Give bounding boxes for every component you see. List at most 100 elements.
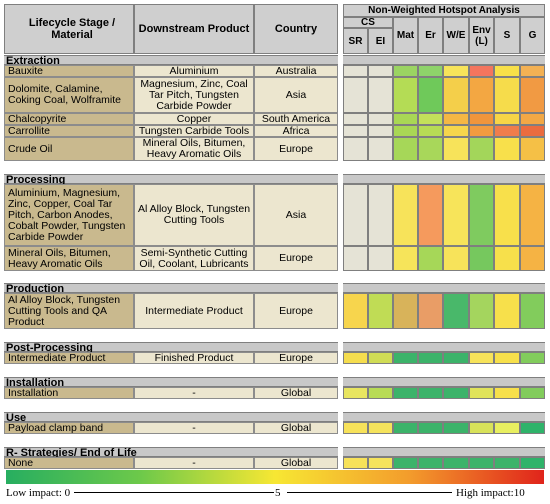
heat-cell: [520, 457, 545, 469]
heat-cell: [393, 352, 418, 364]
heat-cell: [393, 184, 418, 246]
legend-low: Low impact: 0: [6, 487, 71, 499]
heat-cell: [494, 293, 520, 329]
section-postprocessing-matrix: [343, 342, 545, 352]
row-postprocessing-product: Finished Product: [134, 352, 254, 364]
section-processing-matrix: [343, 174, 545, 184]
col-mat: Mat: [393, 17, 418, 54]
heat-cell: [469, 352, 494, 364]
heat-cell: [393, 113, 418, 125]
section-production-matrix: [343, 283, 545, 293]
heat-cell: [418, 387, 443, 399]
heat-cell: [368, 77, 393, 113]
row-use-product: -: [134, 422, 254, 434]
col-er: Er: [418, 17, 443, 54]
row-carrollite-country: Africa: [254, 125, 338, 137]
heat-cell: [469, 246, 494, 271]
heat-cell: [393, 422, 418, 434]
heat-cell: [494, 125, 520, 137]
heat-cell: [368, 422, 393, 434]
heat-cell: [443, 422, 469, 434]
heat-cell: [520, 137, 545, 161]
heat-cell: [343, 184, 368, 246]
heat-cell: [443, 457, 469, 469]
heat-cell: [520, 65, 545, 77]
heat-cell: [418, 137, 443, 161]
legend-high: High impact:10: [456, 487, 525, 499]
heat-cell: [418, 457, 443, 469]
heat-cell: [418, 125, 443, 137]
section-extraction: Extraction: [4, 55, 338, 67]
heat-cell: [418, 65, 443, 77]
heat-cell: [343, 77, 368, 113]
section-use-matrix: [343, 412, 545, 422]
legend-arrow-right: [287, 492, 452, 493]
heat-cell: [443, 246, 469, 271]
row-carrollite-product: Tungsten Carbide Tools: [134, 125, 254, 137]
heat-cell: [343, 113, 368, 125]
row-crudeoil-country: Europe: [254, 137, 338, 161]
heat-cell: [343, 65, 368, 77]
row-bauxite-stage: Bauxite: [4, 65, 134, 77]
heat-cell: [343, 293, 368, 329]
heat-cell: [520, 293, 545, 329]
heat-cell: [469, 422, 494, 434]
heat-cell: [343, 352, 368, 364]
heat-cell: [494, 113, 520, 125]
row-dolomite-country: Asia: [254, 77, 338, 113]
heat-cell: [443, 65, 469, 77]
row-use-country: Global: [254, 422, 338, 434]
col-s: S: [494, 17, 520, 54]
cs-header: CS: [343, 17, 393, 28]
heat-cell: [469, 293, 494, 329]
heat-cell: [494, 387, 520, 399]
heat-cell: [368, 352, 393, 364]
heat-cell: [469, 184, 494, 246]
matrix-title: Non-Weighted Hotspot Analysis: [343, 4, 545, 17]
heat-cell: [343, 387, 368, 399]
heat-cell: [343, 137, 368, 161]
section-use: Use: [4, 412, 338, 424]
heat-cell: [494, 77, 520, 113]
row-oils-stage: Mineral Oils, Bitumen, Heavy Aromatic Oi…: [4, 246, 134, 271]
row-metals-country: Asia: [254, 184, 338, 246]
row-installation-product: -: [134, 387, 254, 399]
row-crudeoil-product: Mineral Oils, Bitumen, Heavy Aromatic Oi…: [134, 137, 254, 161]
section-installation-matrix: [343, 377, 545, 387]
heat-cell: [469, 65, 494, 77]
heat-cell: [520, 422, 545, 434]
section-end-of-life: R- Strategies/ End of Life: [4, 447, 338, 459]
heat-cell: [343, 125, 368, 137]
row-oils-country: Europe: [254, 246, 338, 271]
heat-cell: [494, 457, 520, 469]
header-country: Country: [254, 4, 338, 54]
row-installation-stage: Installation: [4, 387, 134, 399]
section-postprocessing: Post-Processing: [4, 342, 338, 354]
heat-cell: [368, 184, 393, 246]
heat-cell: [393, 387, 418, 399]
heat-cell: [494, 184, 520, 246]
row-production-stage: Al Alloy Block, Tungsten Cutting Tools a…: [4, 293, 134, 329]
heat-cell: [494, 65, 520, 77]
heat-cell: [368, 246, 393, 271]
heat-cell: [393, 65, 418, 77]
row-eol-stage: None: [4, 457, 134, 469]
heat-cell: [469, 125, 494, 137]
heat-cell: [393, 125, 418, 137]
row-production-product: Intermediate Product: [134, 293, 254, 329]
heat-cell: [520, 352, 545, 364]
row-production-country: Europe: [254, 293, 338, 329]
row-dolomite-product: Magnesium, Zinc, Coal Tar Pitch, Tungste…: [134, 77, 254, 113]
heat-cell: [494, 137, 520, 161]
heat-cell: [520, 184, 545, 246]
heat-cell: [343, 246, 368, 271]
row-chalcopyrite-product: Copper: [134, 113, 254, 125]
section-end-of-life-matrix: [343, 447, 545, 457]
heat-cell: [418, 246, 443, 271]
impact-scale-bar: [6, 470, 544, 484]
row-chalcopyrite-stage: Chalcopyrite: [4, 113, 134, 125]
row-chalcopyrite-country: South America: [254, 113, 338, 125]
heat-cell: [393, 457, 418, 469]
heat-cell: [418, 77, 443, 113]
heat-cell: [443, 125, 469, 137]
